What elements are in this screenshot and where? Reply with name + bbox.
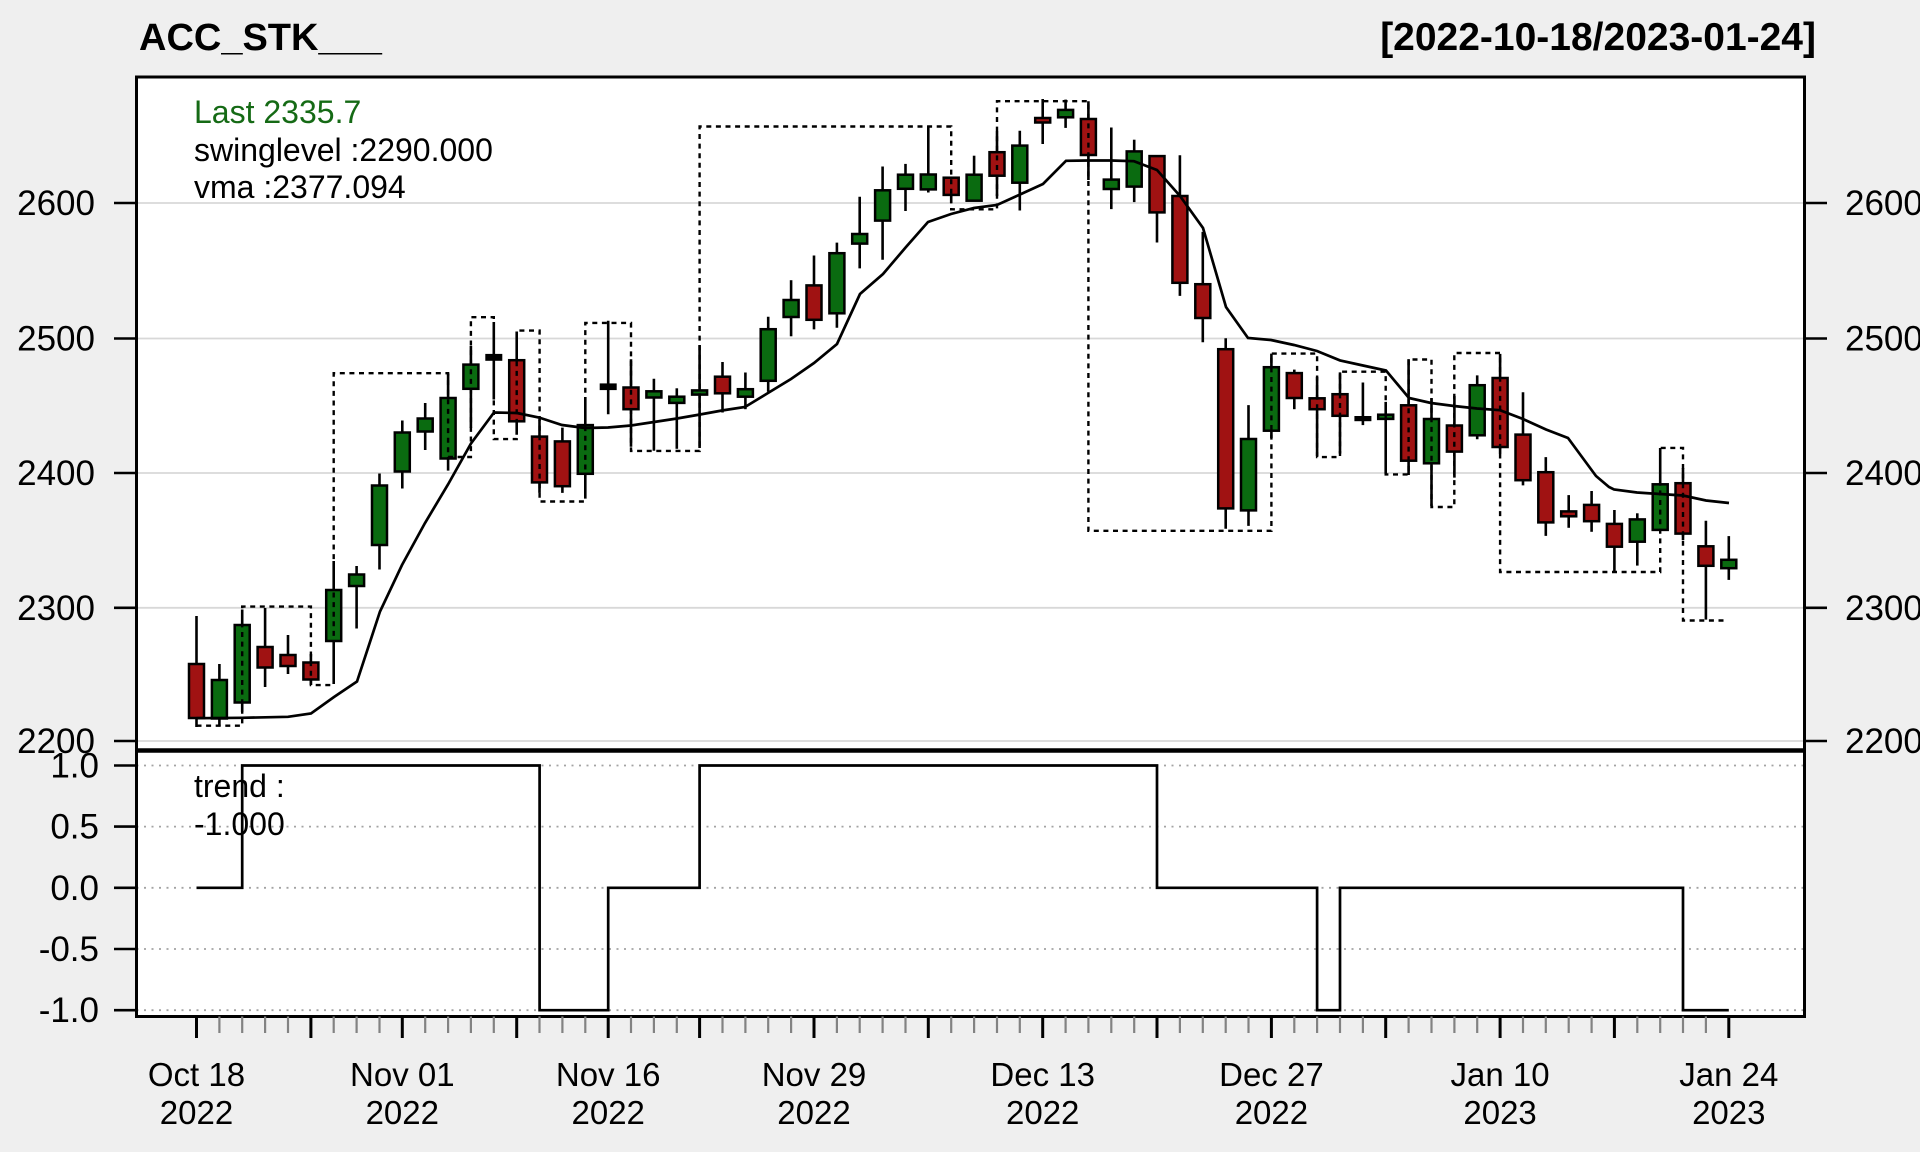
svg-text:2600: 2600 — [17, 184, 95, 223]
svg-text:Nov 16: Nov 16 — [556, 1056, 661, 1093]
svg-text:Last 2335.7: Last 2335.7 — [194, 94, 361, 130]
svg-text:-0.5: -0.5 — [39, 930, 99, 969]
svg-text:2300: 2300 — [17, 589, 95, 628]
svg-text:2022: 2022 — [160, 1094, 233, 1131]
svg-text:Nov 01: Nov 01 — [350, 1056, 455, 1093]
svg-text:2400: 2400 — [1845, 454, 1920, 493]
svg-text:Dec 27: Dec 27 — [1219, 1056, 1324, 1093]
svg-text:[2022-10-18/2023-01-24]: [2022-10-18/2023-01-24] — [1380, 16, 1816, 59]
svg-text:Jan 10: Jan 10 — [1451, 1056, 1550, 1093]
svg-text:2022: 2022 — [777, 1094, 850, 1131]
svg-text:2023: 2023 — [1463, 1094, 1536, 1131]
svg-text:-1.0: -1.0 — [39, 991, 99, 1030]
svg-text:Jan 24: Jan 24 — [1679, 1056, 1778, 1093]
svg-text:2022: 2022 — [1006, 1094, 1079, 1131]
svg-text:1.0: 1.0 — [50, 747, 99, 786]
svg-text:-1.000: -1.000 — [194, 806, 285, 842]
svg-text:2200: 2200 — [17, 722, 95, 761]
svg-text:trend :: trend : — [194, 768, 285, 804]
svg-text:swinglevel :2290.000: swinglevel :2290.000 — [194, 132, 493, 168]
svg-text:0.5: 0.5 — [50, 808, 99, 847]
svg-text:2500: 2500 — [17, 320, 95, 359]
svg-text:2200: 2200 — [1845, 722, 1920, 761]
svg-text:2022: 2022 — [571, 1094, 644, 1131]
svg-text:2022: 2022 — [1235, 1094, 1308, 1131]
svg-text:2400: 2400 — [17, 454, 95, 493]
svg-text:2022: 2022 — [366, 1094, 439, 1131]
svg-text:2300: 2300 — [1845, 589, 1920, 628]
svg-text:vma :2377.094: vma :2377.094 — [194, 169, 406, 205]
svg-text:0.0: 0.0 — [50, 869, 99, 908]
svg-text:ACC_STK___: ACC_STK___ — [139, 17, 383, 59]
svg-text:Dec 13: Dec 13 — [990, 1056, 1095, 1093]
svg-text:2023: 2023 — [1692, 1094, 1765, 1131]
svg-text:2500: 2500 — [1845, 320, 1920, 359]
svg-text:Oct 18: Oct 18 — [148, 1056, 245, 1093]
svg-text:Nov 29: Nov 29 — [762, 1056, 867, 1093]
svg-text:2600: 2600 — [1845, 184, 1920, 223]
